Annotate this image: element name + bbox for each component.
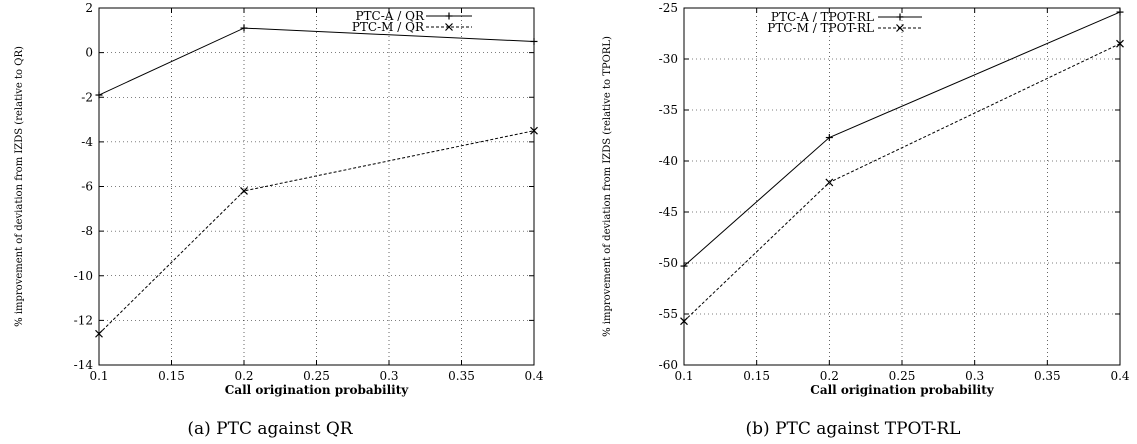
y-tick-label: -60	[659, 358, 678, 372]
legend-marker	[896, 24, 904, 32]
legend-label: PTC-M / TPOT-RL	[767, 21, 874, 35]
y-tick-label: -4	[81, 135, 93, 149]
y-tick-label: -55	[659, 307, 678, 321]
y-tick-label: -2	[81, 90, 93, 104]
ticks: 0.1 0.15 0.2 0.25 0.3 0.35 0.4 -60 -55 -50 -45 -40 -…	[659, 1, 1130, 383]
legend-label: PTC-A / TPOT-RL	[771, 10, 874, 24]
data-point	[240, 187, 248, 195]
legend-label: PTC-M / QR	[352, 20, 425, 34]
series-line-1	[683, 11, 1121, 267]
data-point	[825, 134, 833, 142]
y-axis-label: % improvement of deviation from IZDS (re…	[14, 46, 25, 327]
y-tick-label: -30	[659, 52, 678, 66]
chart-panel-a: 0.1 0.15 0.2 0.25 0.3 0.35 0.4 -14 -12 -10 -8 -6 -4 -…	[14, 1, 544, 439]
x-tick-label: 0.3	[965, 369, 984, 383]
x-tick-label: 0.1	[674, 369, 693, 383]
chart-panel-b: 0.1 0.15 0.2 0.25 0.3 0.35 0.4 -60 -55 -50 -45 -40 -…	[602, 1, 1130, 439]
x-tick-label: 0.3	[379, 369, 398, 383]
y-tick-label: 2	[85, 1, 93, 15]
series-line-2	[98, 130, 535, 335]
x-tick-label: 0.15	[158, 369, 185, 383]
data-point	[825, 178, 834, 187]
legend-marker	[445, 23, 453, 31]
y-tick-label: -35	[659, 103, 678, 117]
x-tick-label: 0.2	[234, 369, 253, 383]
x-axis-label: Call origination probability	[225, 383, 409, 397]
series-layer	[680, 8, 1124, 326]
x-tick-label: 0.25	[303, 369, 330, 383]
x-tick-label: 0.4	[524, 369, 543, 383]
caption: (a) PTC against QR	[187, 419, 353, 439]
x-tick-label: 0.35	[1034, 369, 1061, 383]
y-tick-label: -40	[659, 154, 678, 168]
y-tick-label: -45	[659, 205, 678, 219]
y-tick-label: -50	[659, 256, 678, 270]
x-tick-label: 0.2	[820, 369, 839, 383]
y-axis-label: % improvement of deviation from IZDS (re…	[602, 36, 613, 337]
y-tick-label: -6	[81, 180, 93, 194]
y-tick-label: -14	[74, 358, 94, 372]
legend-marker	[896, 13, 904, 21]
x-tick-label: 0.15	[743, 369, 770, 383]
ticks: 0.1 0.15 0.2 0.25 0.3 0.35 0.4 -14 -12 -10 -8 -6 -4 -…	[74, 1, 544, 383]
caption: (b) PTC against TPOT-RL	[746, 419, 961, 439]
plot-frame	[683, 7, 1121, 366]
x-axis-label: Call origination probability	[810, 383, 994, 397]
y-tick-label: -12	[74, 313, 93, 327]
grid	[99, 8, 534, 365]
y-tick-label: -25	[659, 1, 678, 15]
grid	[684, 8, 1120, 365]
legend-label: PTC-A / QR	[355, 9, 424, 23]
data-point	[240, 24, 248, 32]
plot-frame	[98, 7, 535, 366]
legend-marker	[445, 12, 453, 20]
y-tick-label: -8	[81, 224, 93, 238]
x-tick-label: 0.1	[89, 369, 108, 383]
x-tick-label: 0.35	[448, 369, 475, 383]
series-line-2	[683, 43, 1121, 322]
y-tick-label: 0	[85, 46, 93, 60]
x-tick-label: 0.4	[1110, 369, 1129, 383]
x-tick-label: 0.25	[889, 369, 916, 383]
y-tick-label: -10	[74, 269, 93, 283]
